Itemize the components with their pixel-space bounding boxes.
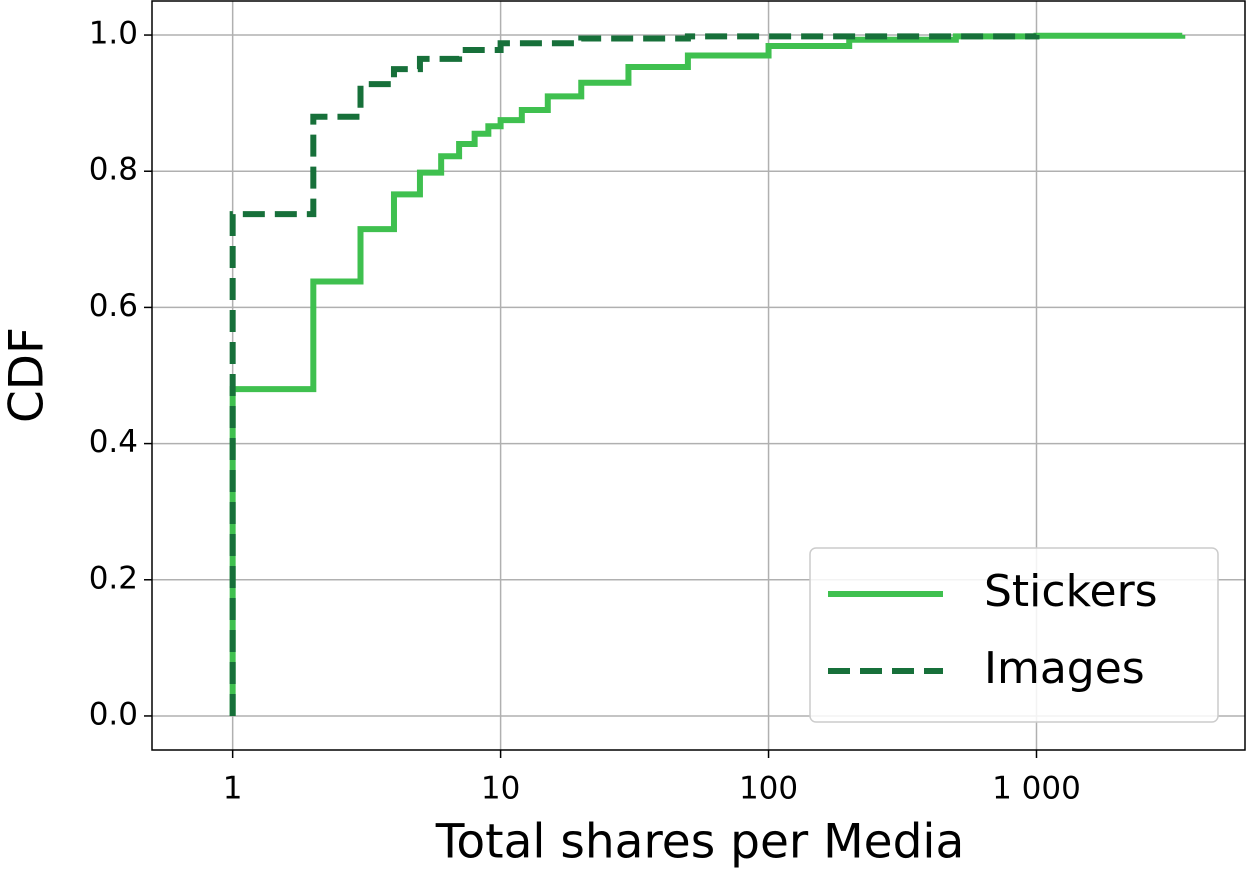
y-tick-label: 1.0 <box>89 16 138 52</box>
x-axis-label: Total shares per Media <box>435 815 965 870</box>
legend-label: Stickers <box>984 566 1158 617</box>
x-tick-label: 1 <box>223 771 243 807</box>
y-axis-label: CDF <box>0 327 55 423</box>
y-tick-label: 0.2 <box>89 560 138 596</box>
cdf-line <box>229 32 1186 716</box>
y-tick-label: 0.0 <box>89 696 138 732</box>
x-tick-label: 1 000 <box>992 771 1081 807</box>
x-tick-label: 10 <box>481 771 520 807</box>
y-tick-label: 0.4 <box>89 424 138 460</box>
cdf-line <box>229 33 1040 716</box>
x-tick-label: 100 <box>739 771 798 807</box>
y-tick-label: 0.6 <box>89 288 138 324</box>
plot-frame <box>151 0 1246 751</box>
legend-label: Images <box>984 643 1145 694</box>
y-tick-label: 0.8 <box>89 152 138 188</box>
